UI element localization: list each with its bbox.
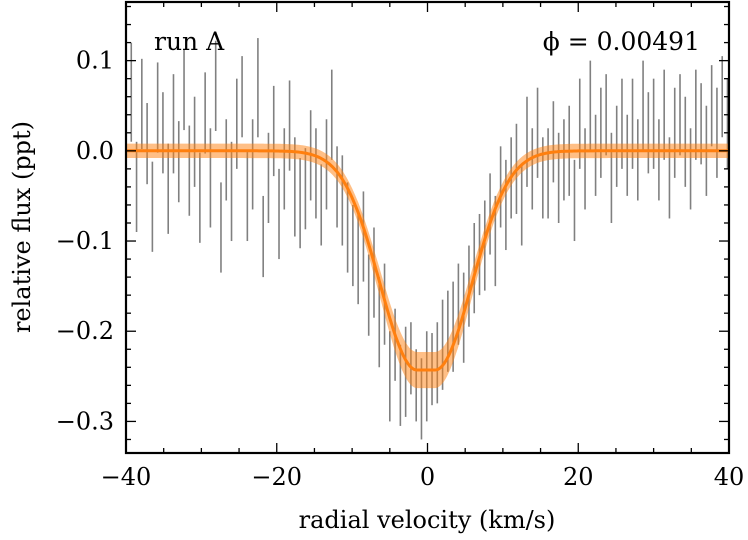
y-tick-labels: −0.3 −0.2 −0.1 0.0 0.1 <box>56 47 114 436</box>
x-tick-label: −40 <box>101 463 152 491</box>
run-label: run A <box>154 27 225 56</box>
model-line <box>126 149 729 372</box>
x-tick-label: 20 <box>563 463 594 491</box>
x-tick-label: −20 <box>251 463 302 491</box>
x-axis-label: radial velocity (km/s) <box>299 506 556 534</box>
x-tick-label: 40 <box>714 463 745 491</box>
x-tick-labels: −40 −20 0 20 40 <box>101 463 745 491</box>
y-tick-label: −0.3 <box>56 407 114 435</box>
x-tick-label: 0 <box>420 463 435 491</box>
y-tick-label: 0.0 <box>76 137 114 165</box>
axis-ticks <box>125 2 730 453</box>
phase-label: ϕ = 0.00491 <box>543 27 700 56</box>
y-axis-label: relative flux (ppt) <box>8 121 36 333</box>
y-tick-label: −0.1 <box>56 227 114 255</box>
y-tick-label: 0.1 <box>76 47 114 75</box>
model-fit <box>126 143 729 389</box>
y-tick-label: −0.2 <box>56 317 114 345</box>
